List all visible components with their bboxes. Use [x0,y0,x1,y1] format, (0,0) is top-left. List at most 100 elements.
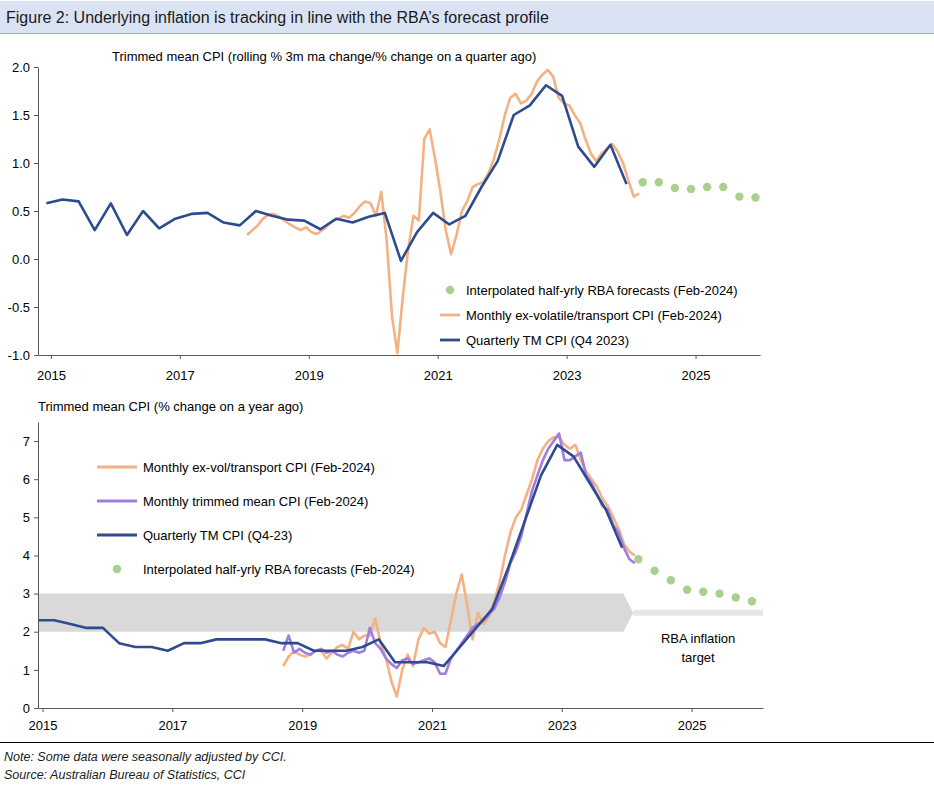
y-tick-mark [34,307,38,308]
y-tick-label: 4 [23,548,30,563]
legend-label: Monthly ex-vol/transport CPI (Feb-2024) [143,460,375,475]
legend: Interpolated half-yrly RBA forecasts (Fe… [440,283,738,348]
chart: 201520172019202120232025-1.0-0.50.00.51.… [8,49,761,383]
target-label: RBA inflationtarget [661,631,735,665]
x-tick-label: 2017 [166,368,195,383]
x-tick: 2015 [37,355,66,383]
y-tick-label: -1.0 [8,348,30,363]
x-tick-mark [43,708,44,712]
legend-label: Quarterly TM CPI (Q4 2023) [466,333,629,348]
y-tick-label: 1 [23,663,30,678]
x-tick: 2017 [158,708,187,733]
y-tick: 5 [23,510,38,525]
figure-title: Figure 2: Underlying inflation is tracki… [6,9,549,26]
legend-key [97,466,137,469]
y-tick: -1.0 [8,348,38,363]
y-tick: 3 [23,586,38,601]
y-tick-label: 1.0 [12,156,30,171]
target-band [38,594,633,632]
x-tick-mark [432,708,433,712]
forecast-point [732,593,740,601]
x-tick-mark [180,355,181,359]
y-tick: 0 [23,701,38,716]
forecast-point [671,184,679,192]
x-tick: 2025 [682,355,711,383]
forecast-point [687,185,695,193]
x-tick-mark [172,708,173,712]
x-axis-line [39,355,761,356]
footer-rule [0,742,934,743]
title-rule [0,33,934,34]
y-tick-mark [34,708,38,709]
forecast-point [683,586,691,594]
x-tick-label: 2023 [553,368,582,383]
x-tick-mark [309,355,310,359]
y-tick-mark [34,211,38,212]
y-tick-mark [34,67,38,68]
y-tick: 2.0 [12,60,38,75]
series-line [46,85,626,261]
x-axis-line [39,708,764,709]
legend-label: Monthly ex-volatile/transport CPI (Feb-2… [466,308,722,323]
series-line [38,445,622,666]
y-tick-label: 0.0 [12,252,30,267]
y-axis-title: Trimmed mean CPI (% change on a year ago… [38,399,303,414]
y-tick-label: 5 [23,510,30,525]
legend-item: Interpolated half-yrly RBA forecasts (Fe… [446,283,738,298]
forecast-point [703,183,711,191]
title-band [0,1,934,33]
x-tick: 2021 [418,708,447,733]
page: Figure 2: Underlying inflation is tracki… [0,0,934,788]
y-tick: 7 [23,434,38,449]
y-axis-line [38,68,39,356]
y-tick: 0.0 [12,252,38,267]
legend-key [113,565,121,573]
x-tick-mark [696,355,697,359]
y-tick-mark [34,517,38,518]
y-tick-mark [34,632,38,633]
legend-item: Quarterly TM CPI (Q4 2023) [440,333,629,348]
legend-item: Monthly ex-volatile/transport CPI (Feb-2… [440,308,722,323]
x-tick-mark [562,708,563,712]
legend-item: Monthly trimmed mean CPI (Feb-2024) [97,494,368,509]
y-tick-mark [34,479,38,480]
y-tick: -0.5 [8,300,38,315]
x-axis: 201520172019202120232025 [29,708,764,733]
plot-area [38,433,763,696]
y-tick-label: 2 [23,624,30,639]
legend-key [97,534,137,537]
x-tick-mark [567,355,568,359]
legend-label: Interpolated half-yrly RBA forecasts (Fe… [466,283,738,298]
y-tick-label: 0.5 [12,204,30,219]
forecast-point [638,178,646,186]
y-tick-mark [34,555,38,556]
figure: Figure 2: Underlying inflation is tracki… [0,0,934,788]
plot-area [46,70,759,353]
legend-label: Quarterly TM CPI (Q4-23) [143,528,292,543]
target-label-line: RBA inflation [661,631,735,646]
legend-label: Monthly trimmed mean CPI (Feb-2024) [143,494,368,509]
y-tick-mark [34,670,38,671]
y-tick-label: 6 [23,472,30,487]
y-axis-title: Trimmed mean CPI (rolling % 3m ma change… [112,49,536,64]
x-tick-label: 2019 [288,718,317,733]
legend-key [440,339,460,342]
y-tick: 2 [23,624,38,639]
target-line [633,610,763,616]
x-tick: 2019 [288,708,317,733]
y-axis: 0 1 2 3 4 5 6 7 [23,423,39,716]
forecast-point [634,555,642,563]
y-tick: 1.0 [12,156,38,171]
forecast-point [699,587,707,595]
x-tick: 2017 [166,355,195,383]
forecast-point [655,178,663,186]
y-tick: 1 [23,663,38,678]
y-axis-line [38,423,39,709]
x-tick-label: 2023 [548,718,577,733]
y-tick: 1.5 [12,108,38,123]
forecast-point [735,192,743,200]
y-tick-mark [34,259,38,260]
legend-item: Interpolated half-yrly RBA forecasts (Fe… [113,562,415,577]
y-tick: 4 [23,548,38,563]
forecast-point [650,567,658,575]
